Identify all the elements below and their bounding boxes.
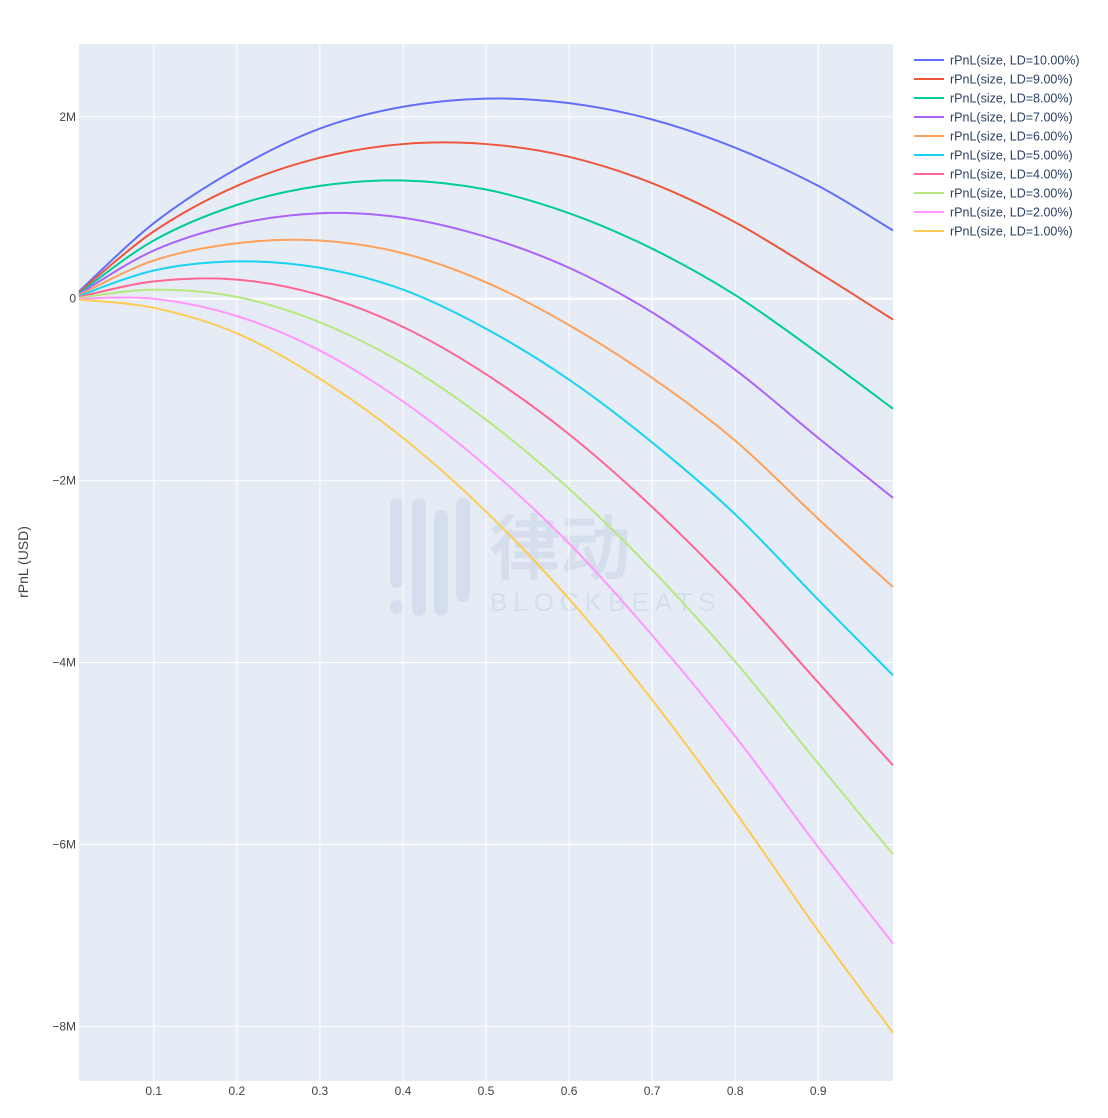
legend-label: rPnL(size, LD=1.00%): [950, 225, 1073, 239]
series-line-4: [78, 238, 894, 588]
series-line-6: [78, 277, 894, 767]
series-line-8: [78, 296, 894, 945]
legend-label: rPnL(size, LD=5.00%): [950, 149, 1073, 163]
series-line-1: [78, 141, 894, 321]
legend-item[interactable]: rPnL(size, LD=5.00%): [914, 149, 1073, 163]
y-tick-label: −4M: [52, 656, 76, 670]
x-tick-label: 0.9: [810, 1084, 827, 1098]
legend-item[interactable]: rPnL(size, LD=10.00%): [914, 54, 1080, 68]
x-tick-label: 0.5: [478, 1084, 495, 1098]
y-axis-ticks: 2M 0 −2M −4M −6M −8M: [52, 110, 76, 1034]
x-tick-label: 0.3: [312, 1084, 329, 1098]
y-axis-title: rPnL (USD): [15, 526, 31, 598]
x-axis-ticks: 0.1 0.2 0.3 0.4 0.5 0.6 0.7 0.8 0.9: [145, 1084, 826, 1098]
series-line-9: [78, 298, 894, 1034]
blockbeats-logo-icon: [390, 498, 470, 616]
legend-item[interactable]: rPnL(size, LD=8.00%): [914, 92, 1073, 106]
legend-label: rPnL(size, LD=3.00%): [950, 187, 1073, 201]
watermark-subtext: BLOCKBEATS: [490, 587, 721, 617]
legend-label: rPnL(size, LD=8.00%): [950, 92, 1073, 106]
series-line-3: [78, 211, 894, 499]
legend-item[interactable]: rPnL(size, LD=3.00%): [914, 187, 1073, 201]
y-tick-label: −2M: [52, 474, 76, 488]
legend-item[interactable]: rPnL(size, LD=1.00%): [914, 225, 1073, 239]
legend-label: rPnL(size, LD=2.00%): [950, 206, 1073, 220]
legend-item[interactable]: rPnL(size, LD=7.00%): [914, 111, 1073, 125]
series-line-5: [78, 260, 894, 677]
x-tick-label: 0.1: [145, 1084, 162, 1098]
legend-label: rPnL(size, LD=7.00%): [950, 111, 1073, 125]
legend-label: rPnL(size, LD=10.00%): [950, 54, 1080, 68]
y-tick-label: −6M: [52, 837, 76, 851]
legend: rPnL(size, LD=10.00%) rPnL(size, LD=9.00%…: [914, 54, 1080, 239]
watermark-text: 律动: [490, 510, 630, 588]
y-tick-label: 0: [69, 292, 76, 306]
x-tick-label: 0.8: [727, 1084, 744, 1098]
x-tick-label: 0.6: [561, 1084, 578, 1098]
legend-label: rPnL(size, LD=6.00%): [950, 130, 1073, 144]
legend-item[interactable]: rPnL(size, LD=9.00%): [914, 73, 1073, 87]
x-tick-label: 0.7: [644, 1084, 661, 1098]
legend-label: rPnL(size, LD=4.00%): [950, 168, 1073, 182]
x-tick-label: 0.4: [395, 1084, 412, 1098]
x-tick-label: 0.2: [228, 1084, 245, 1098]
grid: [79, 44, 893, 1081]
legend-item[interactable]: rPnL(size, LD=2.00%): [914, 206, 1073, 220]
legend-item[interactable]: rPnL(size, LD=6.00%): [914, 130, 1073, 144]
series-line-2: [78, 179, 894, 410]
series-lines: [78, 97, 894, 1034]
y-tick-label: −8M: [52, 1019, 76, 1033]
y-tick-label: 2M: [59, 110, 76, 124]
series-line-7: [78, 288, 894, 856]
series-line-0: [78, 97, 894, 293]
legend-item[interactable]: rPnL(size, LD=4.00%): [914, 168, 1073, 182]
legend-label: rPnL(size, LD=9.00%): [950, 73, 1073, 87]
